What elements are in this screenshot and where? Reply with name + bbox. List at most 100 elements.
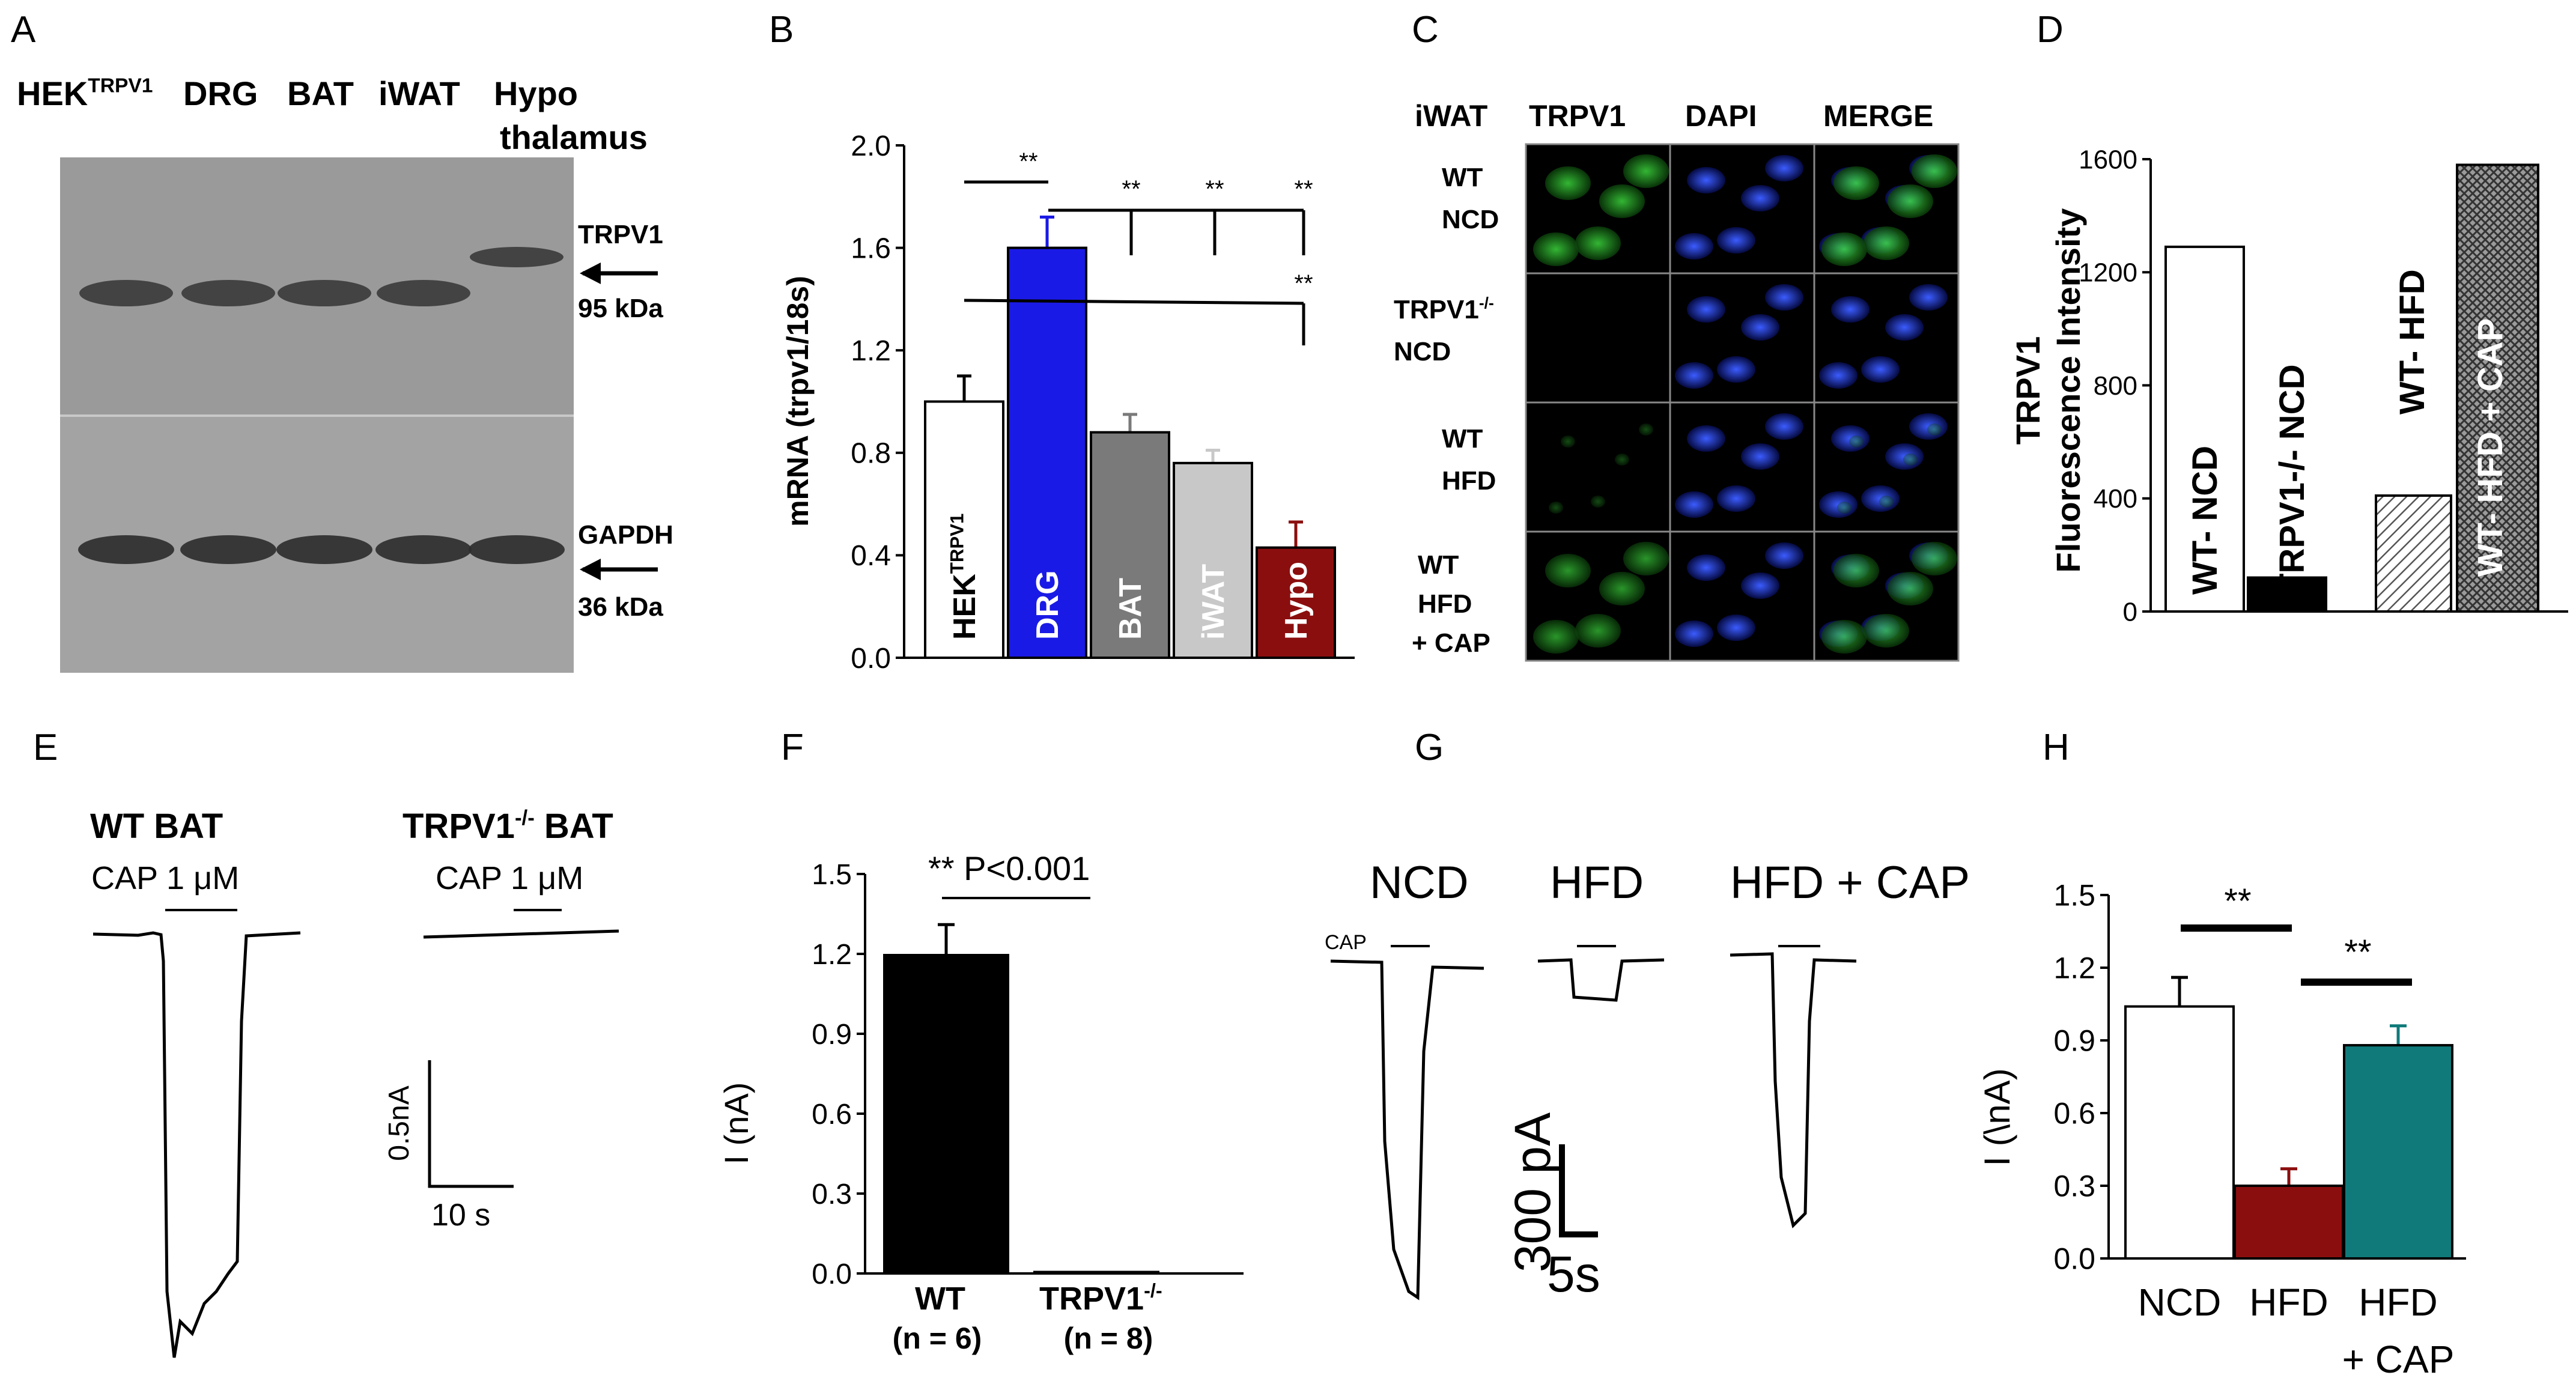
- panel-c-row-label: WT: [1442, 424, 1483, 454]
- panel-h-y-tick: 0.0: [2053, 1242, 2095, 1276]
- panel-h-x-label-line2: + CAP: [2342, 1338, 2455, 1381]
- panel-b-sig: **: [1019, 148, 1037, 175]
- panel-e-stim-label: CAP 1 μM: [91, 860, 239, 896]
- panel-letter-g: G: [1415, 727, 1444, 768]
- panel-d-bar-label: TRPV1-/- NCD: [2273, 365, 2312, 595]
- lane-label: BAT: [287, 74, 354, 112]
- panel-e-scale-y: 0.5nA: [383, 1085, 415, 1161]
- panel-g-scale-bar: [1559, 1144, 1598, 1237]
- panel-b-y-tick: 0.8: [851, 438, 891, 470]
- panel-h-sig: **: [2224, 882, 2251, 921]
- panel-b-y-tick: 0.4: [851, 540, 891, 572]
- panel-d-bar: [2375, 494, 2452, 613]
- panel-g-scale-x: 5s: [1547, 1246, 1600, 1302]
- panel-a-western-blot: HEKTRPV1 DRG BAT iWAT Hypo thalamus TRPV1 95 kD…: [17, 74, 673, 673]
- panel-b-y-label: mRNA (trpv1/18s): [781, 276, 815, 527]
- panel-h-bar: [2124, 1005, 2235, 1260]
- panel-b-bar-hek: [924, 400, 1004, 659]
- panel-c-tissue: iWAT: [1415, 99, 1487, 133]
- panel-c-row-label: HFD: [1442, 466, 1496, 496]
- trpv1-band: [278, 280, 371, 306]
- panel-b-bar-label: HEKTRPV1: [946, 514, 982, 640]
- panel-g-trace-hfd: [1537, 958, 1665, 1002]
- panel-f-y-tick: 1.5: [812, 859, 852, 891]
- gapdh-band: [78, 535, 174, 564]
- panel-d-fluorescence-chart: 0 400 800 1200 1600 TRPV1 Fluorescence Intensi…: [2009, 145, 2568, 627]
- panel-b-y-tick: 0.0: [851, 643, 891, 675]
- panel-letter-d: D: [2037, 9, 2064, 50]
- panel-f-bar: [1033, 1270, 1159, 1273]
- panel-b-sig: **: [1294, 176, 1313, 202]
- panel-h-y-tick: 1.5: [2053, 879, 2095, 912]
- gapdh-band: [180, 535, 276, 564]
- panel-e-trace-ko: [423, 929, 619, 939]
- gapdh-band: [375, 535, 472, 564]
- panel-c-immunofluorescence: iWAT TRPV1 DAPI MERGE WT NCD TRPV1-/- NCD WT HFD W…: [1394, 99, 1960, 662]
- panel-f-x-label: TRPV1-/-: [1039, 1279, 1162, 1317]
- lane-label: HEKTRPV1: [17, 74, 153, 112]
- micrograph-tile: [1525, 401, 1671, 533]
- panel-letter-h: H: [2043, 727, 2070, 768]
- panel-f-y-tick: 0.0: [812, 1258, 852, 1290]
- panel-g-condition-label: HFD + CAP: [1730, 857, 1970, 908]
- trpv1-band: [377, 280, 470, 306]
- panel-d-bar-label: WT- HFD + CAP: [2471, 318, 2510, 577]
- panel-b-bar-label: iWAT: [1196, 564, 1231, 640]
- panel-b-bar-iwat: [1173, 461, 1253, 659]
- panel-f-bar: [883, 954, 1009, 1273]
- panel-h-x-label: HFD: [2249, 1281, 2328, 1324]
- panel-e-current-traces: WT BAT CAP 1 μM TRPV1-/- BAT CAP 1 μM 0.5nA 1…: [90, 806, 619, 1358]
- panel-b-sig: **: [1122, 176, 1140, 202]
- panel-d-bar-label: WT- HFD: [2393, 269, 2432, 414]
- panel-g-stim-label: CAP: [1325, 931, 1367, 954]
- panel-f-y-tick: 0.9: [812, 1019, 852, 1051]
- gapdh-band: [469, 535, 565, 564]
- band-size-gapdh: 36 kDa: [578, 592, 663, 622]
- panel-f-n-label: (n = 6): [893, 1322, 982, 1355]
- gapdh-band: [276, 535, 372, 564]
- panel-c-row-label: WT: [1442, 163, 1483, 192]
- band-label-trpv1: TRPV1: [578, 220, 663, 249]
- panel-f-y-tick: 0.6: [812, 1099, 852, 1130]
- panel-h-y-tick: 0.6: [2053, 1097, 2095, 1130]
- panel-g-trace-ncd: [1330, 959, 1484, 1300]
- panel-f-y-tick: 1.2: [812, 939, 852, 971]
- panel-f-y-label: I (nA): [717, 1082, 755, 1165]
- panel-c-row-label: TRPV1-/-: [1394, 294, 1494, 324]
- panel-h-x-label: NCD: [2138, 1281, 2222, 1324]
- panel-b-bar-bat: [1090, 431, 1170, 659]
- panel-b-y-tick: 2.0: [851, 130, 891, 162]
- panel-e-trace2-title: TRPV1-/- BAT: [402, 806, 613, 846]
- panel-e-scale-x: 10 s: [431, 1198, 490, 1233]
- panel-b-bar-hypo: [1256, 546, 1336, 659]
- lane-label: iWAT: [378, 74, 460, 112]
- band-label-gapdh: GAPDH: [578, 520, 673, 550]
- micrograph-tile: [1525, 272, 1671, 404]
- panel-d-y-label: Fluorescence Intensity: [2049, 208, 2087, 573]
- trpv1-band: [79, 280, 173, 306]
- panel-h-y-tick: 0.9: [2053, 1024, 2095, 1058]
- panel-d-y-tick: 800: [2094, 371, 2137, 401]
- panel-b-bar-label: Hypo: [1279, 562, 1314, 640]
- panel-letters: A B C D E F G H: [11, 9, 2070, 768]
- panel-d-bar: [2164, 245, 2245, 613]
- panel-h-x-label: HFD: [2359, 1281, 2438, 1324]
- panel-letter-e: E: [33, 727, 58, 768]
- panel-f-n-label: (n = 8): [1064, 1322, 1153, 1355]
- panel-h-y-label: I (\nA): [1977, 1068, 2017, 1166]
- panel-g-trace-hfd-cap: [1730, 952, 1857, 1228]
- panel-e-trace1-title: WT BAT: [90, 807, 223, 846]
- band-size-trpv1: 95 kDa: [578, 294, 663, 323]
- panel-letter-a: A: [11, 9, 36, 50]
- panel-c-column-label: MERGE: [1823, 99, 1933, 133]
- panel-h-bar: [2343, 1044, 2453, 1260]
- lane-label: DRG: [183, 74, 258, 112]
- panel-f-current-chart: 0.0 0.3 0.6 0.9 1.2 1.5 I (nA) WT TRPV1-/- (n = 6…: [717, 849, 1244, 1355]
- panel-b-sig: **: [1205, 176, 1224, 202]
- panel-letter-c: C: [1412, 9, 1439, 50]
- panel-b-y-tick: 1.2: [851, 335, 891, 367]
- panel-d-y-tick: 1600: [2079, 145, 2137, 174]
- panel-h-bar: [2234, 1185, 2344, 1260]
- panel-g-condition-label: NCD: [1370, 857, 1469, 908]
